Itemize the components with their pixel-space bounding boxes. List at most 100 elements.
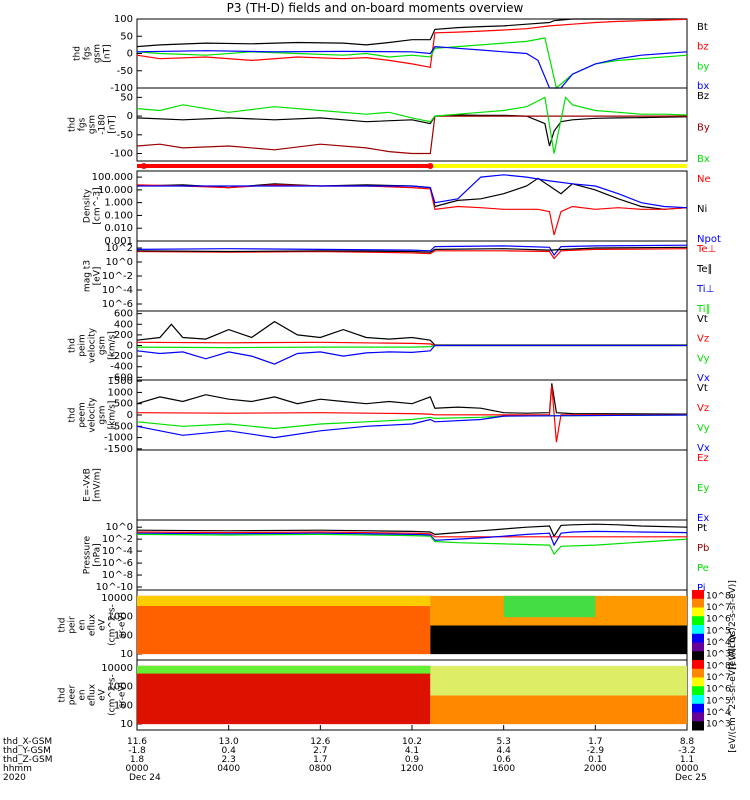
colorbar-tick: 10^5: [706, 696, 731, 706]
series-Vx: [136, 344, 687, 365]
legend-Ti⊥: Ti⊥: [696, 284, 714, 295]
xaxis-value: 0.1: [588, 755, 602, 765]
series-Bz: [136, 114, 688, 147]
colorbar-tick: 10^4: [706, 708, 731, 718]
xaxis-date-end: Dec 25: [675, 773, 707, 783]
series-Pt: [136, 523, 688, 538]
colorbar-tick: 10^7: [706, 673, 731, 683]
xaxis-value: 10.2: [402, 737, 422, 747]
colorbar-tick: 10^8: [706, 592, 731, 602]
xaxis-value: 4.4: [497, 746, 512, 756]
ytick-label: 50: [120, 92, 133, 103]
series-Vx: [136, 414, 688, 439]
colorbar-band: [692, 651, 704, 661]
legend-Ez: Ez: [697, 453, 709, 464]
panel-ylabel-5: gsm: [98, 336, 108, 355]
legend-Ti∥: Ti∥: [696, 304, 711, 315]
ytick-label: 10: [120, 649, 133, 660]
panel-ylabel-3: [cm^-3]: [93, 187, 103, 224]
series-Vt: [136, 383, 688, 415]
heatmap-cell-4: [503, 595, 596, 618]
xaxis-value: 0.9: [405, 755, 420, 765]
colorbar-tick: 10^8: [706, 662, 731, 672]
ytick-label: 1000: [108, 387, 133, 398]
series-Te2: [136, 246, 688, 253]
panel-ylabel-1: gsm: [88, 115, 98, 134]
ytick-label: 100: [114, 700, 133, 711]
xaxis-value: 0000: [126, 764, 149, 774]
panel-ylabel-8: [nPa]: [93, 543, 103, 566]
panel-ylabel-7: E=-VxB: [83, 468, 93, 502]
xaxis-value: 1600: [492, 764, 515, 774]
xaxis-value: 0.4: [222, 746, 237, 756]
panel-frame-1: [136, 87, 688, 162]
colorbar-band: [692, 721, 704, 731]
colorbar-band: [692, 625, 704, 635]
ytick-label: 10000: [101, 663, 133, 674]
ytick-label: -400: [110, 362, 133, 373]
xaxis-value: -2.9: [587, 746, 605, 756]
legend-Vy: Vy: [697, 423, 710, 434]
series-Pb: [136, 531, 687, 538]
ytick-label: 400: [114, 319, 133, 330]
panel-ylabel-9: eflux: [88, 613, 98, 636]
colorbar-tick: 10^7: [706, 603, 731, 613]
legend-Vt: Vt: [697, 314, 708, 325]
xaxis-value: 4.1: [405, 746, 419, 756]
panel-ylabel-3: Density: [83, 188, 93, 223]
panel-ylabel-10: thd: [58, 688, 68, 703]
series-Bx: [136, 96, 688, 154]
xaxis-value: 8.8: [680, 737, 695, 747]
ytick-label: 1000: [108, 682, 133, 693]
ytick-label: -100: [110, 83, 133, 94]
colorbar-band: [692, 695, 704, 705]
panel-ylabel-7: [mV/m]: [93, 468, 103, 502]
series-Ti: [136, 244, 688, 257]
ytick-label: 10^-6: [102, 299, 133, 310]
panel-ylabel-10: sr-eV): [118, 682, 128, 708]
xaxis-value: 0800: [309, 764, 332, 774]
ytick-label: 0: [127, 341, 133, 352]
legend-By: By: [697, 123, 710, 134]
ytick-label: 10^-2: [102, 271, 133, 282]
ytick-label: 10: [120, 719, 133, 730]
heatmap-cell-3: [430, 665, 687, 696]
panel-ylabel-10: eV: [98, 688, 108, 701]
heatmap-cell-1: [137, 665, 431, 674]
mode-segment-0: [137, 164, 431, 168]
panel-ylabel-5: thd: [68, 338, 78, 353]
panel-ylabel-0: thd: [73, 46, 83, 61]
ytick-label: -1500: [104, 444, 133, 455]
colorbar-tick: 10^5: [706, 626, 731, 636]
colorbar-band: [692, 668, 704, 678]
xaxis-row-name: thd_Y-GSM: [3, 746, 51, 756]
panel-ylabel-9: eV: [98, 618, 108, 631]
ytick-label: 10^2: [106, 243, 133, 254]
colorbar-tick: 10^3: [706, 650, 731, 660]
colorbar-tick: 10^6: [706, 615, 731, 625]
xaxis-date-start: Dec 24: [129, 773, 161, 783]
panel-frame-7: [136, 449, 688, 521]
xaxis-row-name: hhmm: [3, 764, 32, 774]
panel-ylabel-4: mag t3: [83, 260, 93, 292]
panel-ylabel-9: (cm^2-s-: [108, 604, 118, 646]
ytick-label: 600: [114, 309, 133, 320]
colorbar-band: [692, 677, 704, 687]
series-Vt: [136, 320, 687, 346]
legend-Ex: Ex: [697, 513, 709, 524]
ytick-label: -50: [117, 130, 133, 141]
ytick-label: 200: [114, 330, 133, 341]
ytick-label: 0.100: [104, 210, 133, 221]
legend-Pi: Pi: [697, 583, 706, 594]
ytick-label: -100: [110, 149, 133, 160]
ytick-label: 1000: [108, 612, 133, 623]
ytick-label: 0.010: [104, 223, 133, 234]
xaxis-value: -3.2: [678, 746, 696, 756]
series-Vy: [136, 414, 688, 430]
panel-ylabel-5: peim: [78, 334, 88, 357]
xaxis-value: 13.0: [219, 737, 239, 747]
ytick-label: 50: [120, 31, 133, 42]
colorbar-band: [692, 598, 704, 608]
ytick-label: 500: [114, 399, 133, 410]
xaxis-value: 2.3: [222, 755, 236, 765]
